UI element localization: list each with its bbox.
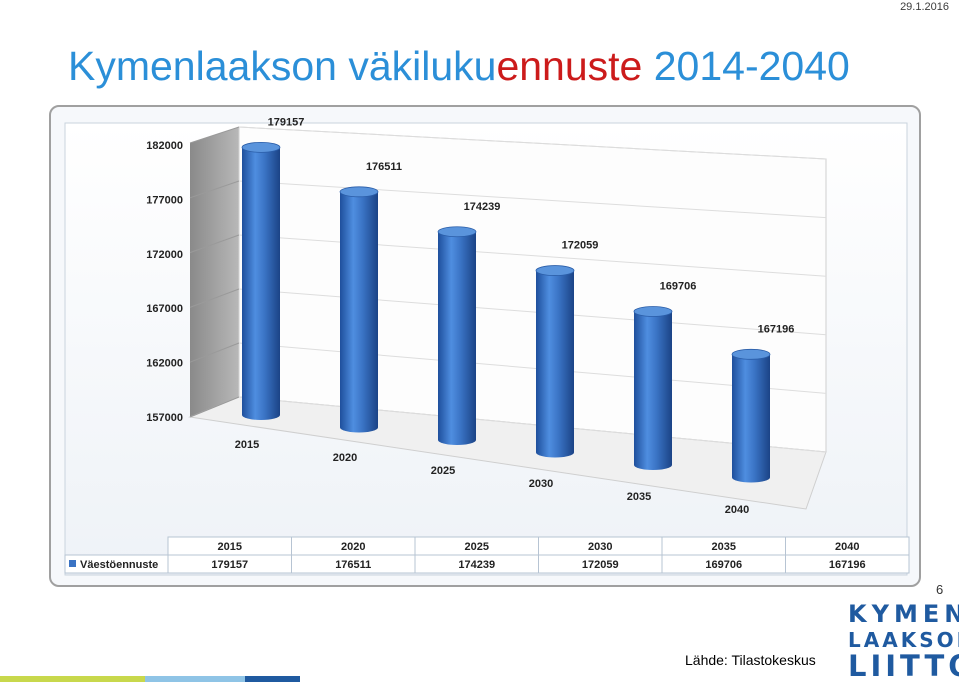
bar-top	[731, 348, 771, 360]
gridline	[238, 342, 827, 394]
y-axis-ticks: 182000 177000 172000 167000 162000 157000	[146, 140, 183, 424]
bar-data-label: 174239	[464, 201, 501, 213]
table-value-cell: 176511	[335, 559, 371, 571]
logo-line-1: KYMEN	[848, 600, 959, 628]
title-part-2: ennuste	[496, 43, 643, 89]
table-header-cell: 2015	[218, 541, 242, 553]
table-value-cell: 174239	[458, 559, 495, 571]
x-tick-label: 2030	[529, 478, 553, 490]
bar-data-label: 167196	[758, 323, 795, 335]
y-tick-label: 167000	[146, 303, 183, 315]
title-part-1: Kymenlaakson väkiluku	[68, 43, 497, 89]
bar-data-label: 179157	[268, 116, 305, 128]
x-tick-label: 2020	[333, 452, 357, 464]
table-header-cell: 2020	[341, 541, 365, 553]
bar	[634, 311, 672, 470]
bars: 179157 176511 174239 172059 169706 167196	[241, 116, 795, 483]
page-number: 6	[936, 582, 944, 597]
gridline-side	[189, 396, 240, 418]
gridline-side	[189, 180, 240, 199]
bar-top	[241, 141, 281, 153]
table-header-cell: 2030	[588, 541, 612, 553]
y-tick-label: 157000	[146, 412, 183, 424]
legend-label: Väestöennuste	[80, 559, 158, 571]
table-value-cell: 172059	[582, 559, 619, 571]
gridline-side	[189, 126, 240, 144]
bar-chart: 182000 177000 172000 167000 162000 157000 179…	[64, 116, 910, 576]
gridline-side	[189, 342, 240, 363]
slide-title: Kymenlaakson väkilukuennuste 2014-2040	[68, 38, 850, 94]
bar-data-label: 169706	[660, 281, 697, 293]
gridline	[238, 234, 827, 277]
table-header-cell: 2025	[465, 541, 489, 553]
bar	[340, 191, 378, 433]
x-tick-label: 2025	[431, 465, 455, 477]
source-note: Lähde: Tilastokeskus	[685, 652, 816, 668]
slide-date: 29.1.2016	[900, 1, 949, 13]
y-tick-label: 177000	[146, 194, 183, 206]
data-table: 2015 179157 2020 176511 2025 174239 2030 172059…	[64, 536, 910, 574]
x-axis-ticks: 2015 2020 2025 2030 2035 2040	[235, 439, 749, 516]
table-value-cell: 169706	[705, 559, 742, 571]
gridline-side	[189, 234, 240, 254]
bar	[438, 231, 476, 445]
gridline	[238, 180, 827, 219]
x-tick-label: 2040	[725, 504, 749, 516]
gridlines	[189, 126, 827, 453]
footer-band-lightblue	[145, 676, 245, 682]
y-tick-label: 182000	[146, 140, 183, 152]
logo-line-2: LAAKSON	[848, 628, 959, 652]
bar-top	[437, 226, 477, 238]
bar	[732, 354, 770, 483]
chart-frame: 182000 177000 172000 167000 162000 157000 179…	[49, 105, 921, 587]
bar-data-label: 176511	[366, 161, 402, 173]
bar	[242, 147, 280, 420]
y-tick-label: 162000	[146, 358, 183, 370]
gridline	[238, 288, 827, 336]
x-tick-label: 2015	[235, 439, 259, 451]
gridline-side	[189, 288, 240, 308]
bar-top	[535, 265, 575, 276]
kymenlaakson-liitto-logo: KYMEN LAAKSON LIITTO	[848, 600, 959, 685]
title-part-3: 2014-2040	[642, 43, 850, 89]
table-value-cell: 167196	[829, 559, 866, 571]
bar-data-label: 172059	[562, 240, 599, 252]
table-header-cell: 2040	[835, 541, 859, 553]
x-tick-label: 2035	[627, 491, 651, 503]
logo-line-3: LIITTO	[848, 649, 959, 683]
side-wall	[190, 127, 239, 417]
bar-top	[633, 306, 673, 317]
bar	[536, 270, 574, 458]
gridline	[238, 396, 827, 453]
bar-top	[339, 186, 379, 198]
legend-swatch	[69, 560, 76, 567]
table-value-cell: 179157	[211, 559, 248, 571]
footer-band-darkblue	[245, 676, 300, 682]
gridline	[238, 126, 827, 160]
y-tick-label: 172000	[146, 249, 183, 261]
table-header-cell: 2035	[712, 541, 736, 553]
footer-band-green	[0, 676, 145, 682]
